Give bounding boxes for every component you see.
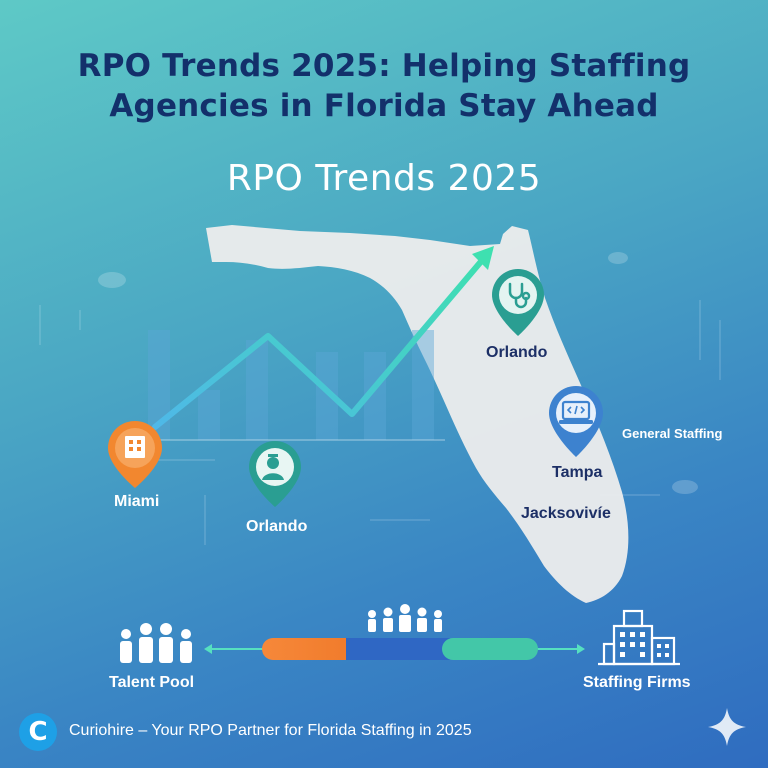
orlando-north-label: Orlando — [486, 344, 548, 361]
pipe-segment-blue — [346, 638, 450, 660]
jacksonville-label: Jacksovivíe — [521, 505, 611, 522]
sparkle-icon — [708, 708, 746, 746]
miami-pin — [108, 421, 162, 488]
tampa-label: Tampa — [552, 464, 603, 481]
pipe-segment-orange — [262, 638, 358, 660]
building-icon — [125, 436, 145, 458]
talent-pool-label: Talent Pool — [109, 674, 195, 691]
office-building-icon — [598, 609, 680, 666]
general-staffing-label: General Staffing — [622, 426, 723, 441]
pipe-segment-teal — [442, 638, 538, 660]
curiohire-logo: C — [19, 713, 57, 751]
page-title: RPO Trends 2025: Helping Staffing Agenci… — [0, 46, 768, 126]
miami-label: Miami — [114, 493, 160, 510]
logo-letter: C — [28, 717, 48, 747]
trend-arrow — [152, 255, 487, 430]
trend-bars — [148, 330, 434, 440]
title-line-2: Agencies in Florida Stay Ahead — [109, 88, 659, 124]
people-cluster-icon — [368, 604, 442, 632]
staffing-firms-label: Staffing Firms — [583, 674, 691, 691]
tampa-pin — [549, 386, 603, 457]
nurse-icon — [262, 454, 284, 480]
footer-tagline: Curiohire – Your RPO Partner for Florida… — [69, 722, 472, 739]
orlando-left-label: Orlando — [246, 518, 308, 535]
laptop-code-icon — [559, 400, 593, 424]
title-line-1: RPO Trends 2025: Helping Staffing — [77, 48, 691, 84]
people-group-icon — [120, 623, 192, 663]
subtitle: RPO Trends 2025 — [226, 158, 542, 199]
orlando-left-pin — [249, 441, 301, 507]
flow-pipeline — [204, 638, 585, 660]
cloud-icon — [98, 252, 698, 494]
orlando-north-pin — [492, 269, 544, 336]
stethoscope-icon — [508, 282, 531, 309]
arrowhead — [472, 246, 494, 270]
